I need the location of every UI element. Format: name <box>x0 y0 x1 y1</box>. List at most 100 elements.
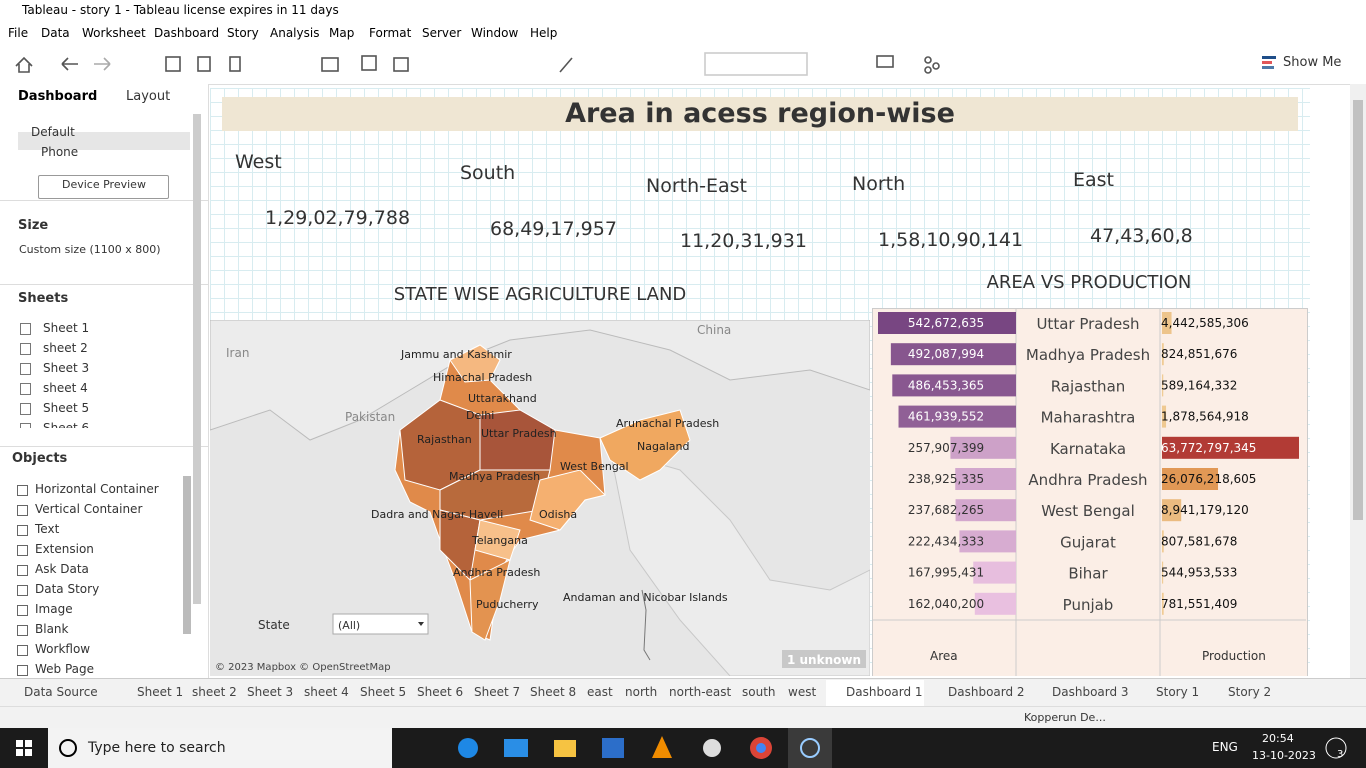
user-name[interactable]: Kopperun De... <box>1024 711 1106 724</box>
sheet-tab[interactable]: Sheet 8 <box>530 685 577 699</box>
state-name: Karnataka <box>1050 440 1126 458</box>
production-bar <box>1162 343 1164 366</box>
state-filter[interactable] <box>332 613 429 635</box>
object-item[interactable]: Data Story <box>35 582 100 596</box>
menu-item[interactable]: Help <box>530 26 558 40</box>
production-label: 4,442,585,306 <box>1161 316 1249 330</box>
device-option[interactable]: Default <box>31 125 75 139</box>
object-item[interactable]: Extension <box>35 542 94 556</box>
sheet-item[interactable]: sheet 2 <box>43 341 88 355</box>
area-label: 461,939,552 <box>908 410 984 424</box>
sheet-tab[interactable]: Sheet 1 <box>137 685 184 699</box>
sheet-tab[interactable]: west <box>788 685 817 699</box>
clock-date: 13-10-2023 <box>1252 749 1316 762</box>
sidebar-tab[interactable]: Layout <box>126 89 171 104</box>
object-icon <box>17 625 28 636</box>
sheet-tab[interactable]: north <box>625 685 658 699</box>
search-box[interactable] <box>48 728 392 768</box>
menu-item[interactable]: Story <box>227 26 259 40</box>
menu-item[interactable]: Format <box>369 26 412 40</box>
menu-item[interactable]: Server <box>422 26 462 40</box>
state-name: Rajasthan <box>1051 377 1126 395</box>
side-pane <box>0 84 209 678</box>
state-label: Odisha <box>539 508 577 521</box>
object-icon <box>17 505 28 516</box>
object-icon <box>17 585 28 596</box>
sheet-tab[interactable]: Dashboard 2 <box>948 685 1025 699</box>
vertical-scrollbar[interactable] <box>1350 84 1366 678</box>
area-label: 167,995,431 <box>908 566 984 580</box>
region-value: 11,20,31,931 <box>680 230 807 252</box>
area-label: 237,682,265 <box>908 503 984 517</box>
object-item[interactable]: Text <box>35 522 60 536</box>
sheet-icon <box>20 423 31 428</box>
show-me-button[interactable]: Show Me <box>1283 55 1342 70</box>
sheet-item[interactable]: sheet 4 <box>43 381 88 395</box>
object-item[interactable]: Ask Data <box>35 562 89 576</box>
object-item[interactable]: Web Page <box>35 662 95 676</box>
sheet-item[interactable]: Sheet 1 <box>43 321 90 335</box>
device-preview-button[interactable] <box>38 175 169 199</box>
menu-item[interactable]: Map <box>329 26 355 40</box>
sheet-tab[interactable]: Dashboard 3 <box>1052 685 1129 699</box>
filter-value: (All) <box>338 619 360 632</box>
section-label: Objects <box>12 451 68 466</box>
production-bar <box>1162 312 1172 334</box>
menu-item[interactable]: Dashboard <box>154 26 220 40</box>
scrollbar[interactable] <box>193 114 201 604</box>
sheet-item[interactable]: Sheet 3 <box>43 361 90 375</box>
sheet-tab[interactable]: Data Source <box>24 685 98 699</box>
menu-item[interactable]: File <box>8 26 29 40</box>
sheet-tab[interactable]: south <box>742 685 776 699</box>
sheet-tab[interactable]: sheet 2 <box>192 685 237 699</box>
state-label: Madhya Pradesh <box>449 470 540 483</box>
unknown-badge[interactable] <box>782 650 866 668</box>
area-label: 486,453,365 <box>908 378 984 392</box>
menu-item[interactable]: Analysis <box>270 26 320 40</box>
taskbar-icons <box>16 728 1347 768</box>
state-label: Delhi <box>466 409 494 422</box>
sheet-icon <box>20 383 31 395</box>
sheet-tab[interactable]: north-east <box>669 685 732 699</box>
object-item[interactable]: Horizontal Container <box>35 482 159 496</box>
object-item[interactable]: Image <box>35 602 73 616</box>
sheet-tab[interactable]: east <box>587 685 613 699</box>
sheet-list: Sheet 1 sheet 2 Sheet 3 sheet 4 Sheet 5 Sheet… <box>0 318 190 428</box>
map: Iran Pakistan China Jammu and Kashmir Himach… <box>210 320 870 676</box>
region-value: 68,49,17,957 <box>490 218 617 240</box>
menu-item[interactable]: Window <box>471 26 519 40</box>
production-label: 807,581,678 <box>1161 534 1237 548</box>
column-header: Production <box>1202 649 1266 663</box>
sheet-item[interactable]: Sheet 6 <box>43 421 90 428</box>
object-item[interactable]: Blank <box>35 622 69 636</box>
size-dropdown[interactable]: Custom size (1100 x 800) <box>19 243 161 256</box>
state-label: Puducherry <box>476 598 539 611</box>
sheet-tab[interactable]: Sheet 6 <box>417 685 464 699</box>
production-label: 26,076,218,605 <box>1161 472 1256 486</box>
sheet-tab[interactable]: Dashboard 1 <box>846 685 923 699</box>
production-bar <box>1162 374 1164 397</box>
sheet-tab[interactable]: Story 2 <box>1228 685 1272 699</box>
region-name: North-East <box>646 175 747 197</box>
sheet-tab[interactable]: sheet 4 <box>304 685 349 699</box>
sidebar-tab[interactable]: Dashboard <box>18 89 98 104</box>
production-bar <box>1162 405 1167 428</box>
sheet-tab[interactable]: Sheet 7 <box>474 685 521 699</box>
sheet-tab[interactable]: Story 1 <box>1156 685 1200 699</box>
scrollbar[interactable] <box>183 476 191 634</box>
state-name: Uttar Pradesh <box>1036 315 1139 333</box>
country-label: Pakistan <box>345 410 395 424</box>
menu-item[interactable]: Data <box>41 26 70 40</box>
menu-item[interactable]: Worksheet <box>82 26 146 40</box>
divider <box>0 284 208 285</box>
state-name: West Bengal <box>1041 502 1135 520</box>
object-item[interactable]: Workflow <box>35 642 91 656</box>
object-item[interactable]: Vertical Container <box>35 502 143 516</box>
device-preview-label[interactable]: Device Preview <box>62 178 146 191</box>
state-label: Andaman and Nicobar Islands <box>563 591 728 604</box>
sheet-tab[interactable]: Sheet 3 <box>247 685 294 699</box>
device-option[interactable]: Phone <box>41 145 79 159</box>
search-placeholder[interactable]: Type here to search <box>88 740 226 756</box>
sheet-item[interactable]: Sheet 5 <box>43 401 90 415</box>
sheet-tab[interactable]: Sheet 5 <box>360 685 407 699</box>
